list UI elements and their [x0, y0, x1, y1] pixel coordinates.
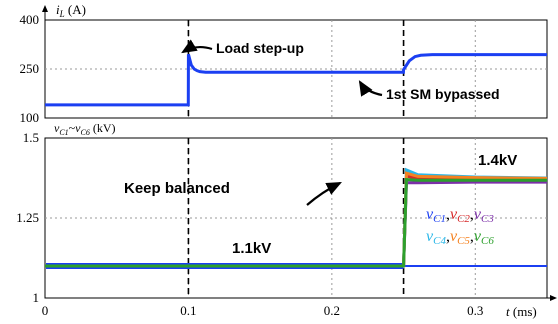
bypass-arrow	[358, 80, 383, 97]
x-axis-label: t (ms)	[506, 304, 537, 319]
keep-balanced-arrow	[306, 182, 342, 206]
bottom-ylabel: vC1~vC6 (kV)	[54, 121, 116, 137]
legend-row-1: vC1,vC2,vC3	[426, 206, 494, 225]
transient-dividers	[187, 20, 405, 298]
x-tick-label: 0.3	[467, 303, 483, 318]
load-step-annotation: Load step-up	[216, 40, 304, 56]
y-tick-label: 400	[20, 12, 40, 27]
series-line-il	[45, 53, 547, 107]
series-group	[45, 53, 547, 269]
series-line-vC3	[45, 180, 547, 268]
series-line-vC6	[45, 178, 547, 268]
label-1-1kv: 1.1kV	[232, 240, 271, 257]
tick-labels: 400 250 100 1.5 1.25 10 0.1 0.2 0.3	[16, 12, 483, 318]
x-tick-label: 0.2	[324, 303, 340, 318]
label-1-4kv: 1.4kV	[478, 152, 517, 169]
y-tick-label: 1	[33, 290, 40, 305]
y-tick-label: 1.5	[23, 130, 39, 145]
y-tick-label: 250	[20, 61, 40, 76]
load-step-arrow	[181, 39, 213, 54]
legend: vC1,vC2,vC3 vC4,vC5,vC6	[426, 206, 494, 247]
x-tick-label: 0	[42, 303, 49, 318]
bypass-annotation: 1st SM bypassed	[386, 86, 500, 102]
legend-row-2: vC4,vC5,vC6	[426, 228, 494, 247]
y-tick-label: 100	[20, 110, 40, 125]
top-ylabel: iL (A)	[56, 2, 86, 19]
keep-balanced-annotation: Keep balanced	[124, 180, 230, 197]
grid-lines	[45, 20, 547, 298]
x-tick-label: 0.1	[180, 303, 196, 318]
y-tick-label: 1.25	[16, 210, 39, 225]
